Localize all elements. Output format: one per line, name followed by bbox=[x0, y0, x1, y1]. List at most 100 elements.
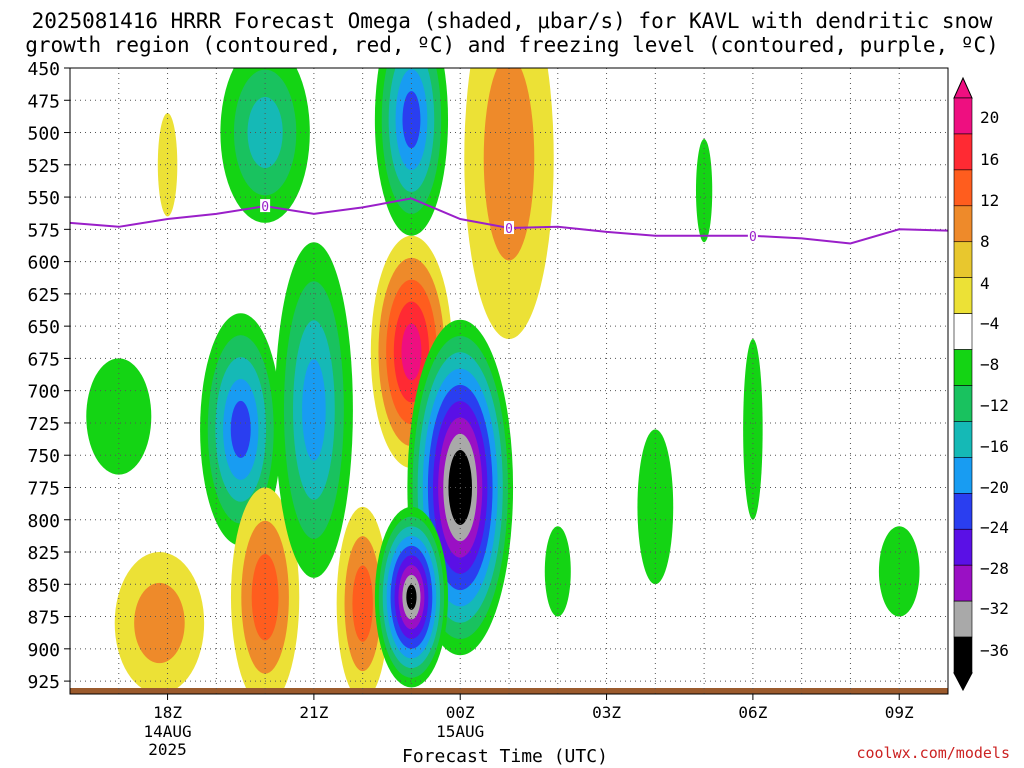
omega-feature bbox=[274, 242, 353, 578]
colorbar-tick-label: −32 bbox=[980, 599, 1009, 618]
colorbar-bin bbox=[953, 528, 973, 566]
y-tick-label: 550 bbox=[27, 188, 60, 209]
omega-feature bbox=[695, 138, 713, 243]
omega-contour-band bbox=[86, 358, 152, 475]
colorbar-tick-label: −28 bbox=[980, 559, 1009, 578]
freezing-level-label: 0 bbox=[749, 230, 757, 245]
omega-feature bbox=[544, 526, 571, 617]
omega-feature bbox=[230, 487, 300, 694]
omega-feature bbox=[637, 429, 674, 585]
omega-feature bbox=[374, 68, 449, 236]
colorbar-bin bbox=[953, 457, 973, 494]
y-tick-label: 650 bbox=[27, 317, 60, 338]
terrain-strip bbox=[70, 688, 948, 694]
y-tick-label: 575 bbox=[27, 220, 60, 241]
omega-feature bbox=[157, 113, 178, 217]
colorbar-bin bbox=[953, 385, 973, 422]
colorbar-bin bbox=[953, 636, 973, 674]
omega-contour-band bbox=[878, 526, 920, 617]
x-tick-label: 06Z bbox=[738, 703, 767, 722]
y-tick-label: 500 bbox=[27, 124, 60, 145]
omega-contour-band bbox=[402, 91, 421, 149]
omega-feature bbox=[878, 526, 920, 617]
freezing-level-label: 0 bbox=[505, 222, 513, 237]
y-tick-label: 700 bbox=[27, 382, 60, 403]
x-axis-label: Forecast Time (UTC) bbox=[402, 746, 608, 767]
colorbar-tick-label: −4 bbox=[980, 314, 999, 333]
colorbar-tick-label: −8 bbox=[980, 355, 999, 374]
y-tick-label: 625 bbox=[27, 285, 60, 306]
colorbar-bin bbox=[953, 564, 973, 602]
colorbar-bin bbox=[953, 205, 973, 243]
y-tick-label: 725 bbox=[27, 414, 60, 435]
omega-contour-band bbox=[483, 68, 535, 261]
x-tick-date-label: 14AUG bbox=[143, 722, 191, 741]
omega-contour-band bbox=[230, 400, 251, 458]
plot-area: 0 0 0 450 475 500 525 550 575 600 625 650 675 700 725 7… bbox=[27, 59, 949, 759]
colorbar: 20 16 12 8 4 −4 −8 −12 −16 −20 −24 −28 −32 −36 bbox=[953, 76, 1009, 692]
credit-link[interactable]: coolwx.com/models bbox=[856, 744, 1010, 762]
colorbar-bin bbox=[953, 241, 973, 278]
x-tick-label: 03Z bbox=[592, 703, 621, 722]
colorbar-bin bbox=[953, 277, 973, 314]
y-tick-label: 525 bbox=[27, 156, 60, 177]
y-tick-label: 775 bbox=[27, 478, 60, 499]
colorbar-bin bbox=[953, 133, 973, 171]
y-tick-label: 675 bbox=[27, 349, 60, 370]
colorbar-tick-label: 16 bbox=[980, 150, 999, 169]
colorbar-bin bbox=[953, 313, 973, 350]
y-tick-label: 875 bbox=[27, 608, 60, 629]
omega-contour-band bbox=[251, 553, 279, 641]
x-tick-year-label: 2025 bbox=[148, 740, 187, 759]
chart-title-line-2: growth region (contoured, red, ºC) and f… bbox=[25, 33, 999, 57]
y-tick-label: 925 bbox=[27, 672, 60, 693]
x-tick-label: 21Z bbox=[299, 703, 328, 722]
x-tick-label: 18Z bbox=[153, 703, 182, 722]
omega-contour-band bbox=[695, 138, 713, 243]
colorbar-tick-label: 12 bbox=[980, 191, 999, 210]
colorbar-tick-label: 20 bbox=[980, 108, 999, 127]
plot-frame bbox=[69, 67, 949, 695]
colorbar-tick-label: −12 bbox=[980, 396, 1009, 415]
y-tick-label: 825 bbox=[27, 543, 60, 564]
colorbar-tick-label: 4 bbox=[980, 274, 990, 293]
freezing-level-label-bg bbox=[260, 199, 271, 213]
omega-feature bbox=[86, 358, 152, 475]
omega-contour-band bbox=[157, 113, 178, 217]
omega-contour-band bbox=[544, 526, 571, 617]
omega-feature bbox=[743, 339, 763, 520]
colorbar-tick-label: 8 bbox=[980, 232, 990, 251]
colorbar-bottom-arrow bbox=[953, 672, 973, 692]
colorbar-bin bbox=[953, 600, 973, 638]
colorbar-bin bbox=[953, 349, 973, 386]
freezing-level-label-bg bbox=[504, 221, 514, 235]
colorbar-bin bbox=[953, 169, 973, 207]
omega-feature bbox=[464, 68, 554, 339]
omega-contour-band bbox=[302, 359, 326, 461]
omega-contour-band bbox=[743, 339, 763, 520]
colorbar-top-arrow bbox=[953, 76, 973, 99]
y-tick-label: 800 bbox=[27, 511, 60, 532]
colorbar-bin bbox=[953, 421, 973, 458]
colorbar-bin bbox=[953, 493, 973, 530]
omega-contour-band bbox=[134, 582, 185, 664]
omega-contour-band bbox=[637, 429, 674, 585]
y-tick-label: 450 bbox=[27, 59, 60, 80]
y-tick-label: 600 bbox=[27, 253, 60, 274]
x-tick-date-label: 15AUG bbox=[436, 722, 484, 741]
colorbar-tick-label: −20 bbox=[980, 478, 1009, 497]
chart-title-line-1: 2025081416 HRRR Forecast Omega (shaded, … bbox=[31, 9, 993, 33]
y-tick-label: 850 bbox=[27, 575, 60, 596]
omega-feature bbox=[374, 506, 449, 688]
y-tick-label: 475 bbox=[27, 91, 60, 112]
x-tick-label: 09Z bbox=[885, 703, 914, 722]
omega-feature bbox=[114, 552, 205, 694]
freezing-level-label: 0 bbox=[261, 200, 269, 215]
omega-contour-band bbox=[401, 323, 422, 381]
y-tick-label: 750 bbox=[27, 446, 60, 467]
omega-shading bbox=[86, 68, 920, 694]
colorbar-tick-label: −24 bbox=[980, 518, 1009, 537]
colorbar-bin bbox=[953, 97, 973, 135]
colorbar-tick-label: −36 bbox=[980, 641, 1009, 660]
